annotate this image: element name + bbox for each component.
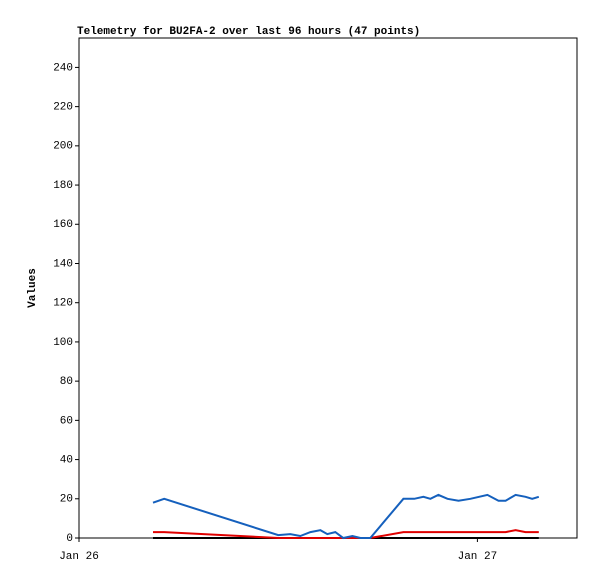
y-tick-label: 80	[60, 376, 73, 388]
y-tick-label: 100	[53, 337, 73, 349]
y-tick-label: 60	[60, 415, 73, 427]
y-tick-label: 240	[53, 62, 73, 74]
y-tick-label: 160	[53, 219, 73, 231]
plot-frame	[78, 37, 578, 539]
y-tick-label: 200	[53, 141, 73, 153]
series-line	[152, 493, 540, 540]
x-tick-label: Jan 26	[59, 551, 99, 563]
series-line	[153, 529, 539, 539]
y-tick-label: 0	[66, 533, 73, 545]
y-tick-label: 120	[53, 298, 73, 310]
chart-title: Telemetry for BU2FA-2 over last 96 hours…	[77, 26, 420, 38]
y-axis-label: Values	[27, 268, 39, 308]
y-tick-label: 40	[60, 454, 73, 466]
y-tick-label: 20	[60, 494, 73, 506]
y-tick-label: 220	[53, 102, 73, 114]
x-tick-label: Jan 27	[458, 551, 498, 563]
y-tick-label: 140	[53, 258, 73, 270]
y-tick-label: 180	[53, 180, 73, 192]
